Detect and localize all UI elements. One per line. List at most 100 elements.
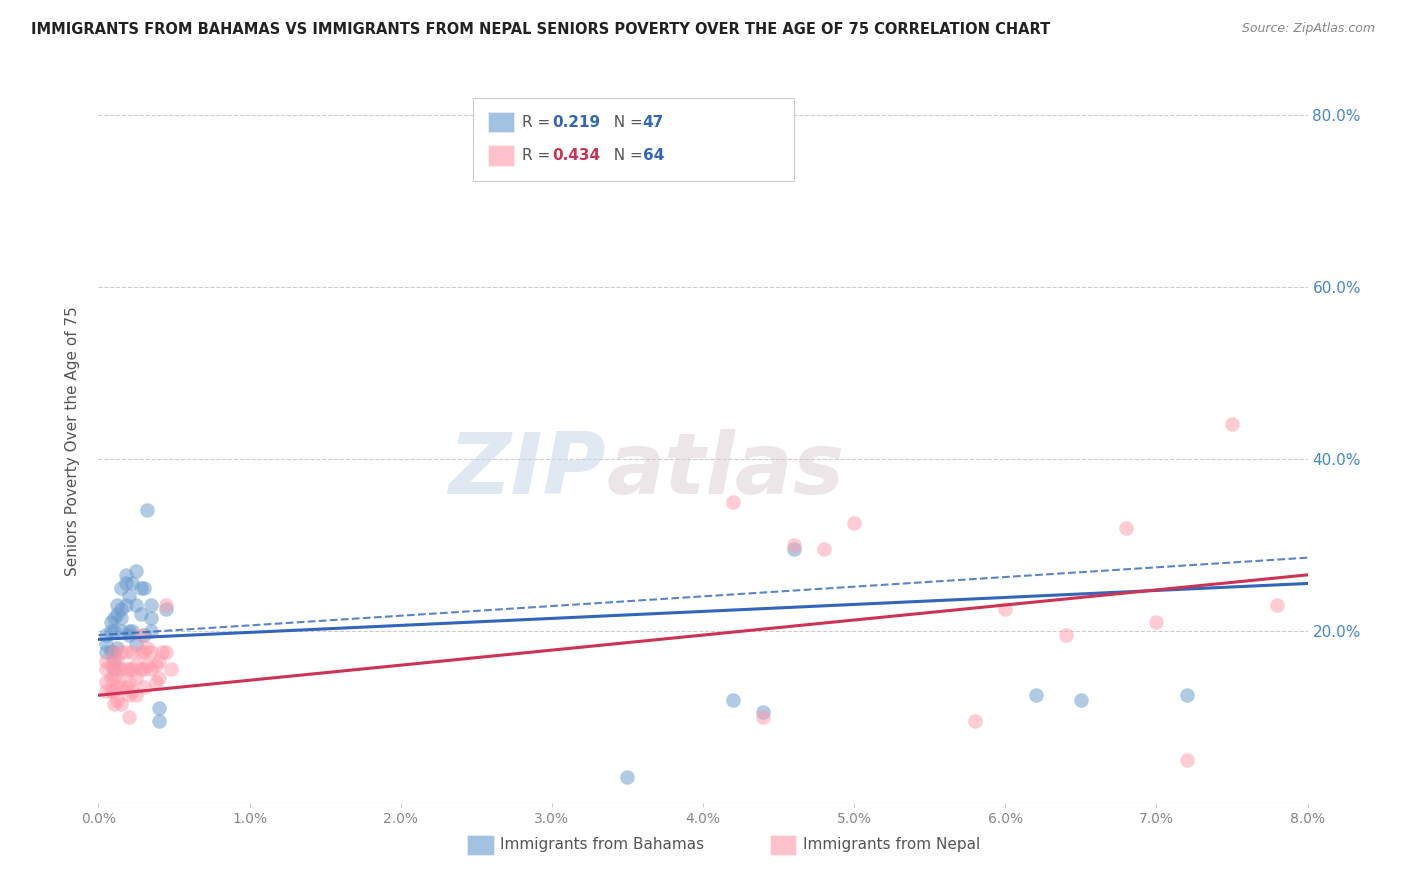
Text: N =: N =	[603, 148, 648, 163]
Text: IMMIGRANTS FROM BAHAMAS VS IMMIGRANTS FROM NEPAL SENIORS POVERTY OVER THE AGE OF: IMMIGRANTS FROM BAHAMAS VS IMMIGRANTS FR…	[31, 22, 1050, 37]
Point	[94, 675, 117, 690]
Point	[1175, 753, 1198, 767]
Point	[150, 645, 173, 659]
Point	[160, 663, 183, 677]
Point	[114, 576, 136, 591]
Text: N =: N =	[603, 115, 648, 129]
FancyBboxPatch shape	[474, 98, 793, 181]
Text: Immigrants from Bahamas: Immigrants from Bahamas	[501, 838, 704, 852]
Point	[965, 714, 987, 728]
Point	[141, 645, 163, 659]
Point	[110, 645, 132, 659]
Point	[141, 624, 163, 638]
Point	[844, 516, 866, 531]
Point	[114, 680, 136, 694]
FancyBboxPatch shape	[769, 835, 796, 855]
Point	[121, 624, 143, 638]
Point	[723, 494, 745, 508]
Point	[1175, 688, 1198, 702]
Point	[94, 637, 117, 651]
Point	[105, 666, 128, 681]
Point	[121, 645, 143, 659]
Text: 0.219: 0.219	[551, 115, 600, 129]
Point	[132, 645, 155, 659]
Point	[110, 697, 132, 711]
Point	[155, 602, 177, 616]
Point	[114, 663, 136, 677]
Point	[121, 576, 143, 591]
FancyBboxPatch shape	[467, 835, 494, 855]
Point	[103, 611, 125, 625]
Point	[100, 671, 122, 685]
Point	[783, 538, 806, 552]
Point	[110, 611, 132, 625]
Point	[132, 680, 155, 694]
FancyBboxPatch shape	[488, 112, 515, 132]
Point	[148, 654, 170, 668]
Point	[1054, 628, 1077, 642]
Point	[141, 663, 163, 677]
Point	[813, 542, 835, 557]
Point	[100, 645, 122, 659]
Text: R =: R =	[522, 148, 555, 163]
Point	[155, 645, 177, 659]
Point	[125, 658, 148, 673]
Point	[125, 671, 148, 685]
Point	[994, 602, 1017, 616]
Point	[141, 611, 163, 625]
Point	[1025, 688, 1047, 702]
Point	[103, 658, 125, 673]
Point	[103, 697, 125, 711]
Point	[105, 654, 128, 668]
Point	[1267, 598, 1289, 612]
Point	[110, 602, 132, 616]
Text: Source: ZipAtlas.com: Source: ZipAtlas.com	[1241, 22, 1375, 36]
Y-axis label: Seniors Poverty Over the Age of 75: Seniors Poverty Over the Age of 75	[65, 307, 80, 576]
Point	[145, 658, 167, 673]
Point	[125, 564, 148, 578]
Point	[125, 637, 148, 651]
Point	[94, 628, 117, 642]
Point	[100, 684, 122, 698]
Point	[94, 663, 117, 677]
Point	[155, 598, 177, 612]
Point	[103, 671, 125, 685]
Text: 64: 64	[643, 148, 664, 163]
Point	[103, 654, 125, 668]
Point	[118, 675, 141, 690]
Point	[110, 581, 132, 595]
Point	[783, 542, 806, 557]
Point	[118, 628, 141, 642]
Point	[129, 607, 152, 621]
Point	[132, 663, 155, 677]
Point	[148, 714, 170, 728]
Point	[103, 684, 125, 698]
Point	[118, 624, 141, 638]
Point	[114, 598, 136, 612]
Point	[118, 710, 141, 724]
Point	[125, 598, 148, 612]
Point	[1146, 615, 1168, 630]
Point	[132, 628, 155, 642]
Point	[110, 663, 132, 677]
Text: R =: R =	[522, 115, 555, 129]
Point	[129, 663, 152, 677]
Point	[135, 658, 157, 673]
Point	[103, 624, 125, 638]
Point	[100, 615, 122, 630]
Point	[103, 645, 125, 659]
Point	[145, 675, 167, 690]
Point	[129, 581, 152, 595]
Point	[94, 645, 117, 659]
Point	[1070, 692, 1092, 706]
Point	[121, 684, 143, 698]
Point	[110, 624, 132, 638]
Point	[118, 688, 141, 702]
Point	[148, 701, 170, 715]
Point	[110, 680, 132, 694]
Point	[141, 598, 163, 612]
Point	[1220, 417, 1243, 432]
FancyBboxPatch shape	[488, 145, 515, 166]
Point	[105, 680, 128, 694]
Point	[723, 692, 745, 706]
